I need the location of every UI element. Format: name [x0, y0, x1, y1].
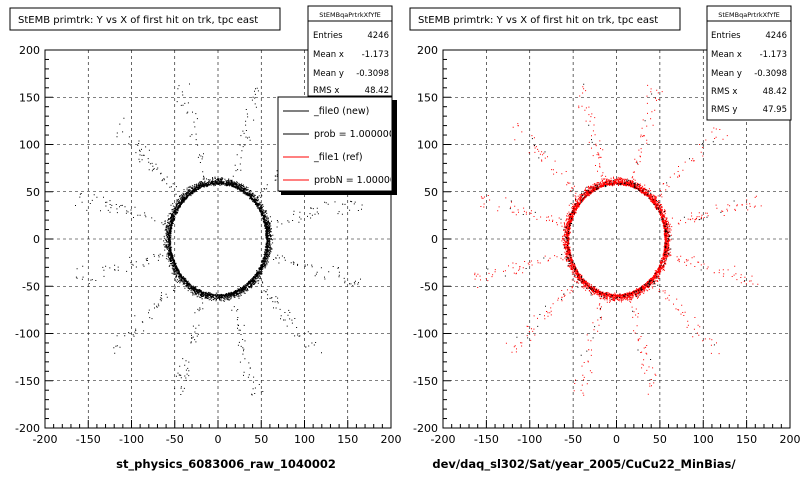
y-tick-label: 100: [417, 139, 438, 152]
left-stats-meany-label: Mean y: [313, 69, 344, 79]
left-axes: -200 -150 -100 -50 0 50 100 150 200 -200 -150 -100 -…: [15, 44, 401, 446]
right-stats-meany-value: -0.3098: [754, 69, 787, 79]
left-stats-entries-label: Entries: [313, 31, 343, 41]
y-tick-label: -100: [413, 328, 438, 341]
right-histogram-panel: StEMB primtrk: Y vs X of first hit on tr…: [409, 5, 800, 472]
y-tick-label: -200: [15, 422, 40, 435]
left-stats-meanx-label: Mean x: [313, 50, 344, 60]
left-title-box: [9, 7, 281, 31]
right-axes: -200 -150 -100 -50 0 50 100 150 200 -200 -150 -100 -…: [413, 44, 800, 446]
right-stats-entries-value: 4246: [765, 31, 787, 41]
x-tick-label: 100: [693, 433, 714, 446]
right-title: StEMB primtrk: Y vs X of first hit on tr…: [418, 15, 658, 26]
right-stats-rmsx-value: 48.42: [763, 87, 787, 97]
x-tick-label: 100: [294, 433, 315, 446]
right-stats-rmsy-label: RMS y: [711, 105, 737, 115]
x-tick-label: -100: [517, 433, 542, 446]
x-tick-label: -200: [33, 433, 58, 446]
y-tick-label: -150: [15, 375, 40, 388]
x-tick-label: 150: [337, 433, 358, 446]
y-tick-label: -200: [413, 422, 438, 435]
legend-label-prob: prob = 1.000000: [314, 129, 395, 140]
left-x-axis-title: st_physics_6083006_raw_1040002: [116, 457, 336, 472]
x-tick-label: -150: [76, 433, 101, 446]
y-tick-label: 100: [19, 139, 40, 152]
y-tick-label: 150: [19, 91, 40, 104]
x-tick-label: -100: [119, 433, 144, 446]
y-tick-label: 50: [26, 186, 40, 199]
right-stats-meanx-label: Mean x: [711, 50, 742, 60]
y-tick-label: 0: [33, 233, 40, 246]
x-tick-label: 200: [780, 433, 800, 446]
right-x-axis-title: dev/daq_sl302/Sat/year_2005/CuCu22_MinBi…: [432, 457, 736, 472]
x-tick-label: 50: [653, 433, 667, 446]
x-tick-label: 200: [381, 433, 402, 446]
right-stats-frame: [706, 5, 792, 121]
x-tick-label: -50: [166, 433, 184, 446]
right-stats-meany-label: Mean y: [711, 69, 742, 79]
left-stats-meany-value: -0.3098: [356, 69, 389, 79]
x-tick-label: 0: [215, 433, 222, 446]
right-stats-entries-label: Entries: [711, 31, 741, 41]
y-tick-label: -150: [413, 375, 438, 388]
left-histogram-panel: StEMB primtrk: Y vs X of first hit on tr…: [9, 5, 402, 472]
y-tick-label: -100: [15, 328, 40, 341]
right-stats-meanx-value: -1.173: [760, 50, 787, 60]
x-tick-label: -50: [564, 433, 582, 446]
y-tick-label: 50: [424, 186, 438, 199]
left-stats-rmsx-value: 48.42: [365, 86, 389, 96]
left-stats-name: StEMBqaPrtrkXfYfE: [319, 11, 381, 19]
legend-frame: [277, 96, 393, 192]
y-tick-label: 0: [431, 233, 438, 246]
left-stats-box: StEMBqaPrtrkXfYfE Entries 4246 Mean x -1…: [307, 5, 393, 97]
x-tick-label: -150: [474, 433, 499, 446]
y-tick-label: -50: [420, 280, 438, 293]
right-stats-box: StEMBqaPrtrkXfYfE Entries 4246 Mean x -1…: [706, 5, 792, 121]
y-tick-label: 200: [417, 44, 438, 57]
left-legend-box: _file0 (new) prob = 1.000000 _file1 (ref…: [277, 96, 402, 195]
legend-label-probn: probN = 1.000000: [314, 175, 402, 186]
y-tick-label: 150: [417, 91, 438, 104]
left-stats-meanx-value: -1.173: [362, 50, 389, 60]
x-tick-label: 50: [254, 433, 268, 446]
right-stats-rmsy-value: 47.95: [763, 105, 787, 115]
y-tick-label: 200: [19, 44, 40, 57]
right-stats-rmsx-label: RMS x: [711, 87, 737, 97]
right-title-box: [409, 7, 681, 31]
x-tick-label: 0: [613, 433, 620, 446]
legend-label-file0: _file0 (new): [313, 106, 369, 117]
x-tick-label: -200: [431, 433, 456, 446]
legend-label-file1: _file1 (ref): [313, 152, 363, 163]
left-stats-rmsx-label: RMS x: [313, 86, 339, 96]
left-title: StEMB primtrk: Y vs X of first hit on tr…: [18, 15, 258, 26]
right-stats-name: StEMBqaPrtrkXfYfE: [718, 11, 780, 19]
right-grid: [443, 50, 790, 428]
left-stats-entries-value: 4246: [367, 31, 389, 41]
x-tick-label: 150: [736, 433, 757, 446]
y-tick-label: -50: [22, 280, 40, 293]
